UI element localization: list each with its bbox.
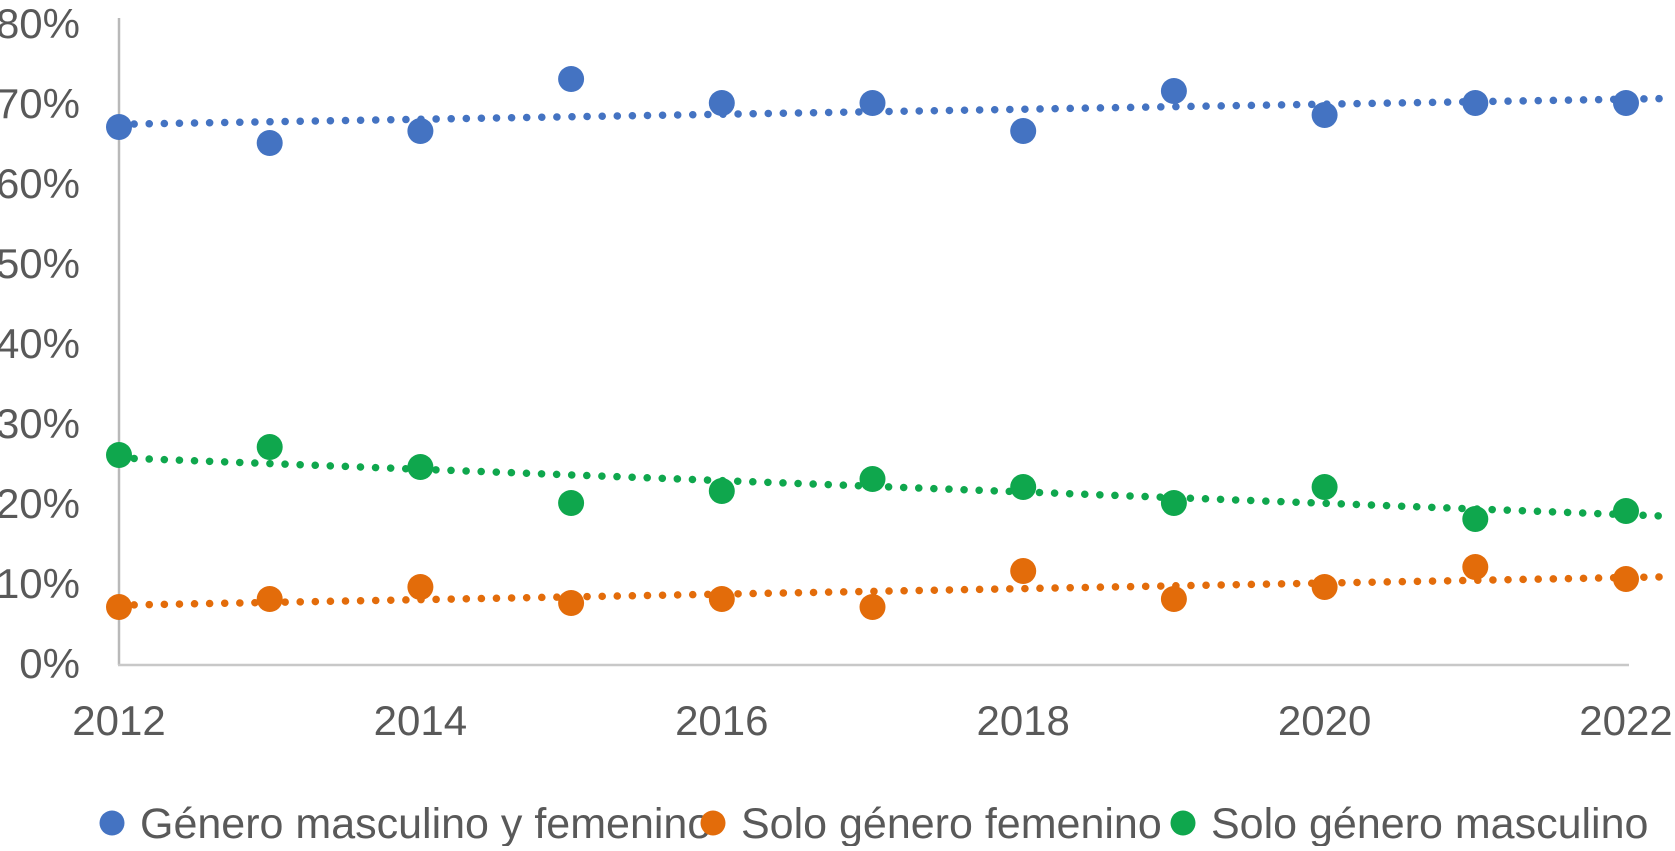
data-point-marker <box>1010 118 1037 144</box>
y-tick-label: 70% <box>0 80 80 127</box>
data-point-marker <box>859 594 886 620</box>
data-point-marker <box>1010 558 1037 584</box>
y-tick-label: 30% <box>0 400 80 447</box>
data-point-marker <box>106 442 132 468</box>
x-tick-label: 2020 <box>1278 697 1371 744</box>
y-tick-label: 40% <box>0 320 80 367</box>
legend-label: Solo género masculino <box>1211 800 1648 846</box>
data-point-marker <box>256 434 283 460</box>
data-point-marker <box>256 130 283 156</box>
legend-label: Solo género femenino <box>741 800 1162 846</box>
data-point-marker <box>1311 102 1338 128</box>
data-point-marker <box>106 594 132 620</box>
data-point-marker <box>256 586 283 612</box>
trendline <box>115 454 1671 520</box>
legend: Género masculino y femenino Solo género … <box>99 800 1648 848</box>
y-tick-label: 0% <box>19 640 80 687</box>
x-tick-label: 2012 <box>72 697 165 744</box>
data-point-marker <box>558 590 585 616</box>
x-tick-label: 2014 <box>374 697 467 744</box>
data-point-marker <box>106 114 132 140</box>
data-point-marker <box>859 466 886 492</box>
y-axis-tick-labels: 0% 10% 20% 30% 40% 50% 60% 70% 80% <box>0 0 80 687</box>
trendlines <box>115 94 1671 609</box>
x-axis-tick-labels: 2012 2014 2016 2018 2020 2022 <box>72 697 1672 744</box>
data-point-marker <box>1160 586 1187 612</box>
legend-label: Género masculino y femenino <box>140 800 711 846</box>
x-tick-label: 2016 <box>675 697 768 744</box>
data-point-marker <box>1462 554 1489 580</box>
legend-item-genero-masculino-y-femenino: Género masculino y femenino <box>99 800 711 848</box>
data-points <box>106 66 1639 620</box>
data-point-marker <box>1613 90 1639 116</box>
data-point-marker <box>1311 574 1338 600</box>
trendline <box>115 94 1671 129</box>
data-point-marker <box>1010 474 1037 500</box>
legend-item-solo-genero-masculino: Solo género masculino <box>1170 800 1648 848</box>
data-point-marker <box>1462 506 1489 532</box>
data-point-marker <box>1613 566 1639 592</box>
legend-marker-icon <box>99 810 125 836</box>
x-tick-label: 2018 <box>976 697 1069 744</box>
y-tick-label: 50% <box>0 240 80 287</box>
data-point-marker <box>407 118 434 144</box>
data-point-marker <box>708 478 735 504</box>
data-point-marker <box>558 66 585 92</box>
y-tick-label: 60% <box>0 160 80 207</box>
y-tick-label: 10% <box>0 560 80 607</box>
data-point-marker <box>407 454 434 480</box>
data-point-marker <box>1462 90 1489 116</box>
data-point-marker <box>558 490 585 516</box>
x-tick-label: 2022 <box>1579 697 1672 744</box>
data-point-marker <box>1160 490 1187 516</box>
y-tick-label: 80% <box>0 0 80 47</box>
trendline <box>115 573 1671 609</box>
legend-marker-icon <box>1170 810 1196 836</box>
legend-marker-icon <box>700 810 726 836</box>
y-tick-label: 20% <box>0 480 80 527</box>
data-point-marker <box>708 90 735 116</box>
legend-item-solo-genero-femenino: Solo género femenino <box>700 800 1162 848</box>
data-point-marker <box>708 586 735 612</box>
data-point-marker <box>407 574 434 600</box>
data-point-marker <box>1311 474 1338 500</box>
data-point-marker <box>1613 498 1639 524</box>
data-point-marker <box>1160 78 1187 104</box>
data-point-marker <box>859 90 886 116</box>
